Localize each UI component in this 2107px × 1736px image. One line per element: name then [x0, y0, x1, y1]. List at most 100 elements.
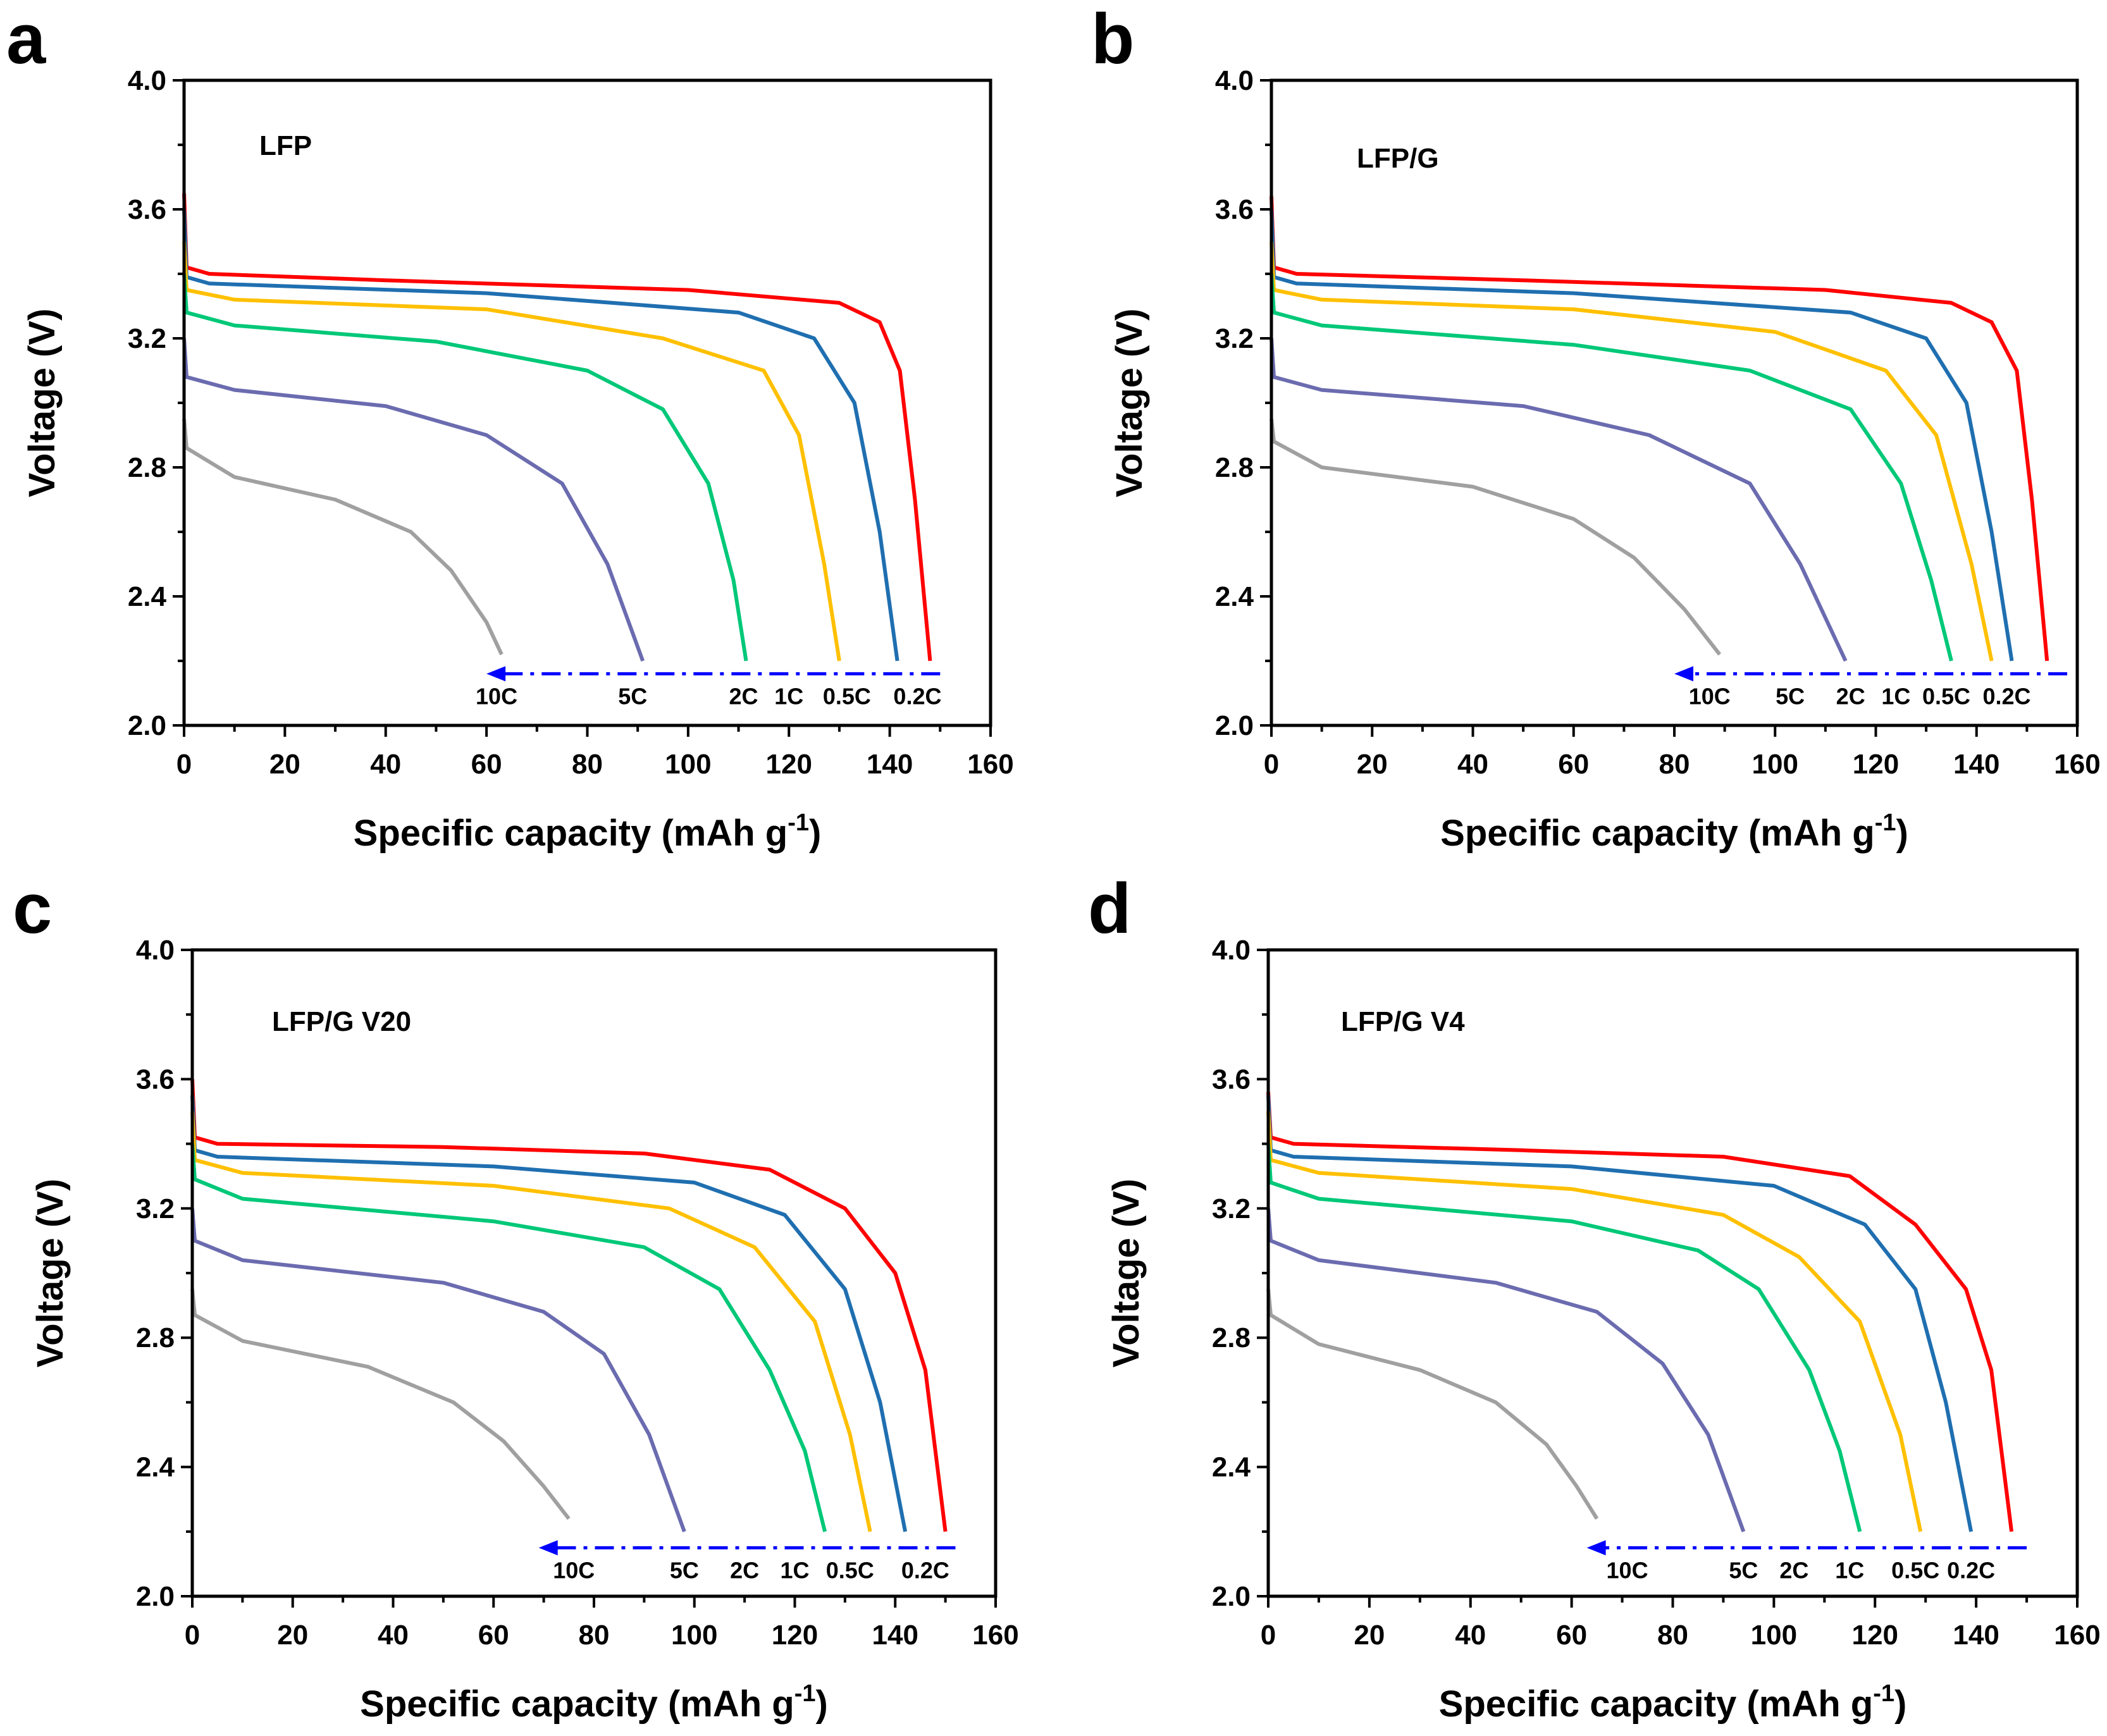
x-axis-title: Specific capacity (mAh g-1): [1440, 810, 1908, 854]
rate-label: 10C: [1607, 1557, 1648, 1583]
rate-label: 1C: [1881, 683, 1910, 709]
x-tick-label: 0: [185, 1620, 200, 1651]
y-axis-title: Voltage (V): [1109, 309, 1150, 498]
x-tick-label: 0: [1264, 749, 1279, 780]
y-tick-label: 4.0: [128, 65, 166, 96]
arrow-head-icon: [1674, 666, 1693, 682]
y-tick-label: 3.6: [1215, 194, 1254, 225]
y-tick-label: 2.4: [128, 581, 167, 612]
x-tick-label: 80: [579, 1620, 610, 1651]
sample-label: LFP/G V4: [1341, 1006, 1465, 1037]
y-tick-label: 3.2: [128, 323, 166, 354]
series-5C: [1270, 338, 1848, 662]
series-5C: [190, 1208, 686, 1532]
x-axis-title: Specific capacity (mAh g-1): [360, 1680, 828, 1725]
panel-letter: d: [1088, 869, 1131, 948]
y-axis-title: Voltage (V): [22, 309, 63, 498]
rate-label: 0.5C: [1922, 683, 1970, 709]
x-axis-title: Specific capacity (mAh g-1): [354, 810, 822, 854]
y-tick-label: 2.0: [1212, 1581, 1251, 1612]
series-0.2C: [1270, 196, 2049, 662]
plot-frame: [1270, 78, 2079, 727]
rate-label: 0.2C: [1983, 683, 2031, 709]
y-tick-label: 4.0: [1215, 65, 1254, 96]
x-tick-label: 40: [1455, 1620, 1486, 1651]
x-tick-label: 160: [972, 1620, 1018, 1651]
x-tick-label: 20: [277, 1620, 308, 1651]
rate-label: 0.5C: [823, 683, 871, 709]
y-tick-label: 3.6: [1212, 1064, 1251, 1095]
y-tick-label: 2.0: [128, 710, 166, 741]
rate-label: 2C: [1779, 1557, 1808, 1583]
series-10C: [1266, 1289, 1599, 1520]
y-axis-title: Voltage (V): [30, 1179, 71, 1368]
y-tick-label: 4.0: [136, 935, 175, 966]
y-tick-label: 2.4: [1215, 581, 1254, 612]
y-tick-label: 3.6: [128, 194, 166, 225]
x-tick-label: 60: [1556, 1620, 1587, 1651]
panel-letter: c: [13, 869, 52, 948]
panel-b: b 0 20 40 60 80 100 120 140 160 2.0 2.4 2.8 3.2 3.6 4.0…: [1091, 0, 2101, 854]
panel-c: c 0 20 40 60 80 100 120 140 160 2.0 2.4 2.8 3.2 3.6 4.0…: [13, 869, 1019, 1725]
x-tick-label: 100: [1751, 1620, 1797, 1651]
x-tick-label: 60: [1558, 749, 1589, 780]
y-tick-label: 2.0: [1215, 710, 1254, 741]
series-5C: [182, 338, 645, 662]
x-tick-label: 160: [967, 749, 1013, 780]
rate-label: 5C: [670, 1557, 699, 1583]
series-0.5C: [182, 209, 899, 662]
y-tick-label: 2.8: [1212, 1322, 1251, 1353]
panel-a: a 0 20 40 60 80 100 120 140 160 2.0 2.4 2.8 3.2 3.6 4.0…: [6, 0, 1014, 854]
sample-label: LFP/G V20: [272, 1006, 411, 1037]
rate-label: 0.2C: [901, 1557, 949, 1583]
panel-letter: b: [1091, 0, 1134, 78]
y-axis-title: Voltage (V): [1106, 1179, 1147, 1368]
x-tick-label: 140: [1953, 749, 1999, 780]
x-tick-label: 40: [370, 749, 401, 780]
series-0.2C: [190, 1079, 948, 1532]
y-tick-label: 2.4: [1212, 1452, 1251, 1483]
plot-frame: [1266, 948, 2079, 1598]
rate-label: 2C: [1836, 683, 1865, 709]
x-tick-label: 60: [478, 1620, 509, 1651]
x-tick-label: 100: [1752, 749, 1798, 780]
arrow-head-icon: [1586, 1540, 1606, 1556]
series-0.5C: [1266, 1095, 1974, 1532]
rate-label: 5C: [1729, 1557, 1758, 1583]
x-tick-label: 80: [572, 749, 603, 780]
series-1C: [190, 1111, 872, 1532]
x-tick-label: 20: [1354, 1620, 1385, 1651]
x-tick-label: 20: [1357, 749, 1388, 780]
x-tick-label: 0: [1261, 1620, 1276, 1651]
x-tick-label: 120: [766, 749, 812, 780]
x-tick-label: 100: [665, 749, 711, 780]
y-tick-label: 3.2: [1212, 1193, 1251, 1224]
x-tick-label: 140: [1953, 1620, 1999, 1651]
sample-label: LFP: [259, 130, 312, 161]
panel-d: d 0 20 40 60 80 100 120 140 160 2.0 2.4 2.8 3.2 3.6 4.0…: [1088, 869, 2101, 1725]
x-tick-label: 80: [1659, 749, 1690, 780]
series-10C: [182, 419, 504, 656]
series-10C: [190, 1289, 571, 1520]
rate-label: 1C: [774, 683, 803, 709]
series-0.2C: [182, 193, 932, 662]
rate-label: 10C: [1689, 683, 1731, 709]
y-tick-label: 2.8: [128, 452, 166, 483]
series-1C: [1266, 1111, 1923, 1532]
x-tick-label: 60: [471, 749, 502, 780]
series-2C: [1270, 273, 1953, 662]
plot-frame: [190, 948, 998, 1598]
y-tick-label: 3.6: [136, 1064, 175, 1095]
x-tick-label: 100: [671, 1620, 717, 1651]
rate-label: 0.5C: [826, 1557, 874, 1583]
y-tick-label: 3.2: [1215, 323, 1254, 354]
rate-label: 2C: [729, 683, 758, 709]
rate-label: 2C: [730, 1557, 759, 1583]
plot-frame: [182, 78, 992, 727]
rate-label: 1C: [1835, 1557, 1864, 1583]
series-1C: [1270, 241, 1994, 662]
rate-label: 5C: [618, 683, 647, 709]
rate-label: 0.2C: [893, 683, 941, 709]
x-tick-label: 160: [2054, 1620, 2100, 1651]
series-1C: [182, 241, 841, 662]
